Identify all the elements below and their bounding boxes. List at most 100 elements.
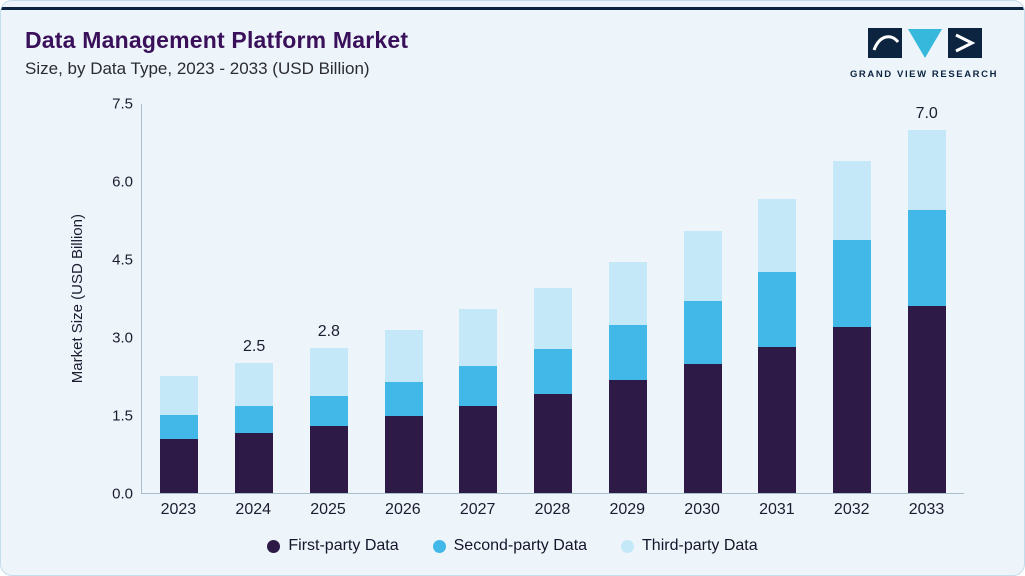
brand-logo: GRAND VIEW RESEARCH xyxy=(848,27,1000,80)
legend-label: Second-party Data xyxy=(453,537,588,554)
y-tick-label: 0.0 xyxy=(112,485,133,503)
bar-segment[interactable] xyxy=(384,329,423,383)
bar-slot: 2.5 xyxy=(217,104,292,493)
bar-segment[interactable] xyxy=(309,347,348,396)
x-tick-label: 2028 xyxy=(534,501,571,518)
bar-segment[interactable] xyxy=(683,231,722,302)
stacked-bar-2028[interactable] xyxy=(534,104,573,493)
y-axis-ticks: 0.0 1.5 3.0 4.5 6.0 7.5 xyxy=(89,96,133,503)
bar-segment[interactable] xyxy=(235,433,274,493)
bar-segment[interactable] xyxy=(907,129,946,211)
bar-segment[interactable] xyxy=(160,415,199,439)
bar-segment[interactable] xyxy=(459,366,498,406)
bar-segment[interactable] xyxy=(832,327,871,493)
legend-item[interactable]: Third-party Data xyxy=(621,537,758,555)
x-tick-label: 2029 xyxy=(609,501,646,518)
logo-g-icon xyxy=(868,28,902,58)
bar-slot: 7.0 xyxy=(889,104,964,493)
legend-marker-icon xyxy=(621,539,635,553)
bar-segment[interactable] xyxy=(907,306,946,493)
bar-segment[interactable] xyxy=(235,406,274,434)
x-tick-label: 2023 xyxy=(160,501,197,518)
logo-marks-icon xyxy=(868,28,982,58)
bar-slot xyxy=(665,104,740,493)
stacked-bar-2025[interactable] xyxy=(309,104,348,493)
stacked-bar-2029[interactable] xyxy=(608,104,647,493)
bar-segment[interactable] xyxy=(160,376,199,416)
bar-segment[interactable] xyxy=(758,198,797,272)
x-tick-label: 2027 xyxy=(459,501,496,518)
bar-segment[interactable] xyxy=(384,416,423,493)
bar-segment[interactable] xyxy=(534,288,573,349)
bar-segment[interactable] xyxy=(160,438,199,493)
bars-area: 2.5 2.8 7.0 xyxy=(142,104,964,493)
legend-item[interactable]: First-party Data xyxy=(267,537,399,555)
bar-segment[interactable] xyxy=(832,161,871,240)
y-axis-title: Market Size (USD Billion) xyxy=(69,104,86,494)
bar-segment[interactable] xyxy=(758,346,797,493)
bar-segment[interactable] xyxy=(309,425,348,493)
bar-segment[interactable] xyxy=(683,301,722,365)
stacked-bar-2024[interactable] xyxy=(235,104,274,493)
bar-segment[interactable] xyxy=(608,379,647,493)
x-tick-label: 2032 xyxy=(833,501,870,518)
legend-item[interactable]: Second-party Data xyxy=(432,537,588,555)
x-tick-label: 2030 xyxy=(684,501,720,518)
stacked-bar-2030[interactable] xyxy=(683,104,722,493)
bar-slot xyxy=(740,104,815,493)
bar-slot xyxy=(142,104,217,493)
page-subtitle: Size, by Data Type, 2023 - 2033 (USD Bil… xyxy=(25,59,370,78)
stacked-bar-2032[interactable] xyxy=(832,104,871,493)
x-tick-label: 2033 xyxy=(908,501,945,518)
y-tick-label: 1.5 xyxy=(112,407,133,425)
bar-segment[interactable] xyxy=(907,210,946,307)
bar-segment[interactable] xyxy=(384,382,423,417)
bar-slot xyxy=(516,104,591,493)
legend-label: Third-party Data xyxy=(642,537,758,554)
bar-segment[interactable] xyxy=(608,262,647,326)
bar-value-label: 7.0 xyxy=(915,104,938,122)
plot-area: 2.5 2.8 7.0 xyxy=(141,104,964,494)
logo-wordmark: GRAND VIEW RESEARCH xyxy=(849,69,999,80)
top-rule xyxy=(1,7,1024,10)
y-tick-label: 6.0 xyxy=(112,173,133,191)
x-tick-label: 2031 xyxy=(759,501,795,518)
bar-segment[interactable] xyxy=(459,308,498,367)
bar-segment[interactable] xyxy=(608,325,647,380)
bar-segment[interactable] xyxy=(534,348,573,395)
bar-segment[interactable] xyxy=(683,364,722,493)
logo-r-icon xyxy=(948,28,982,58)
bar-slot xyxy=(590,104,665,493)
bar-value-label: 2.8 xyxy=(317,322,340,340)
bar-slot xyxy=(815,104,890,493)
x-axis-labels: 2023 2024 2025 2026 2027 2028 2029 2030 2031 2032… xyxy=(141,501,964,519)
y-tick-label: 3.0 xyxy=(112,329,133,347)
stacked-bar-2023[interactable] xyxy=(160,104,199,493)
bar-segment[interactable] xyxy=(832,239,871,328)
stacked-bar-2026[interactable] xyxy=(384,104,423,493)
legend-marker-icon xyxy=(432,539,446,553)
legend-label: First-party Data xyxy=(288,537,399,554)
bar-value-label: 2.5 xyxy=(242,338,266,356)
bar-segment[interactable] xyxy=(534,394,573,493)
y-axis-title-text: Market Size (USD Billion) xyxy=(69,214,86,384)
legend: First-party Data Second-party Data Third-p… xyxy=(1,537,1024,555)
x-tick-label: 2026 xyxy=(385,501,421,518)
y-tick-label: 7.5 xyxy=(112,95,133,113)
legend-marker-icon xyxy=(267,539,281,553)
bar-slot xyxy=(441,104,516,493)
bar-segment[interactable] xyxy=(235,363,274,407)
y-tick-label: 4.5 xyxy=(112,251,133,269)
stacked-bar-2033[interactable] xyxy=(907,104,946,493)
bar-slot: 2.8 xyxy=(291,104,366,493)
page-title: Data Management Platform Market xyxy=(25,27,409,53)
bar-slot xyxy=(366,104,441,493)
stacked-bar-2031[interactable] xyxy=(758,104,797,493)
x-tick-label: 2024 xyxy=(235,501,272,518)
logo-v-icon xyxy=(908,29,942,58)
bar-segment[interactable] xyxy=(758,271,797,347)
stacked-bar-2027[interactable] xyxy=(459,104,498,493)
bar-segment[interactable] xyxy=(309,395,348,426)
bar-segment[interactable] xyxy=(459,405,498,493)
